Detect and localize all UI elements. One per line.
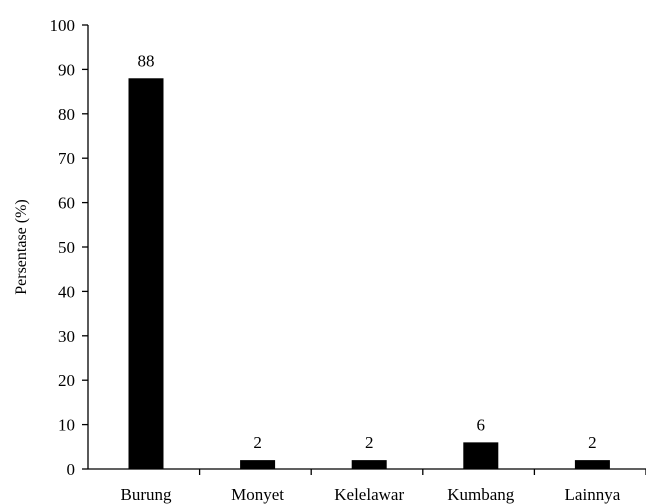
x-tick-label: Lainnya — [565, 485, 621, 504]
y-tick-label: 60 — [58, 194, 75, 213]
x-axis: Burung Monyet Kelelawar Kumbang Lainnya — [88, 468, 646, 504]
x-tick-label: Burung — [121, 485, 173, 504]
x-tick-label: Kelelawar — [334, 485, 404, 504]
y-tick-label: 100 — [50, 16, 76, 35]
x-tick-label: Monyet — [231, 485, 284, 504]
bar — [574, 460, 610, 469]
y-tick-label: 70 — [58, 149, 75, 168]
y-axis-label: Persentase (%) — [13, 199, 30, 295]
y-tick-label: 10 — [58, 416, 75, 435]
y-tick-label: 20 — [58, 371, 75, 390]
y-tick-label: 80 — [58, 105, 75, 124]
bar — [463, 442, 499, 469]
data-label: 88 — [138, 51, 155, 70]
data-labels: 88 2 2 6 2 — [138, 51, 597, 452]
y-tick-label: 90 — [58, 60, 75, 79]
bar — [351, 460, 387, 469]
x-tick-label: Kumbang — [447, 485, 515, 504]
data-label: 2 — [588, 433, 597, 452]
data-label: 2 — [253, 433, 262, 452]
y-tick-label: 0 — [67, 460, 76, 479]
y-tick-label: 50 — [58, 238, 75, 257]
y-axis: 0 10 20 30 40 50 60 70 80 90 100 — [50, 16, 89, 479]
bars — [128, 78, 610, 469]
bar — [128, 78, 164, 469]
y-tick-label: 40 — [58, 282, 75, 301]
data-label: 2 — [365, 433, 374, 452]
bar — [240, 460, 276, 469]
y-tick-label: 30 — [58, 327, 75, 346]
data-label: 6 — [477, 415, 486, 434]
